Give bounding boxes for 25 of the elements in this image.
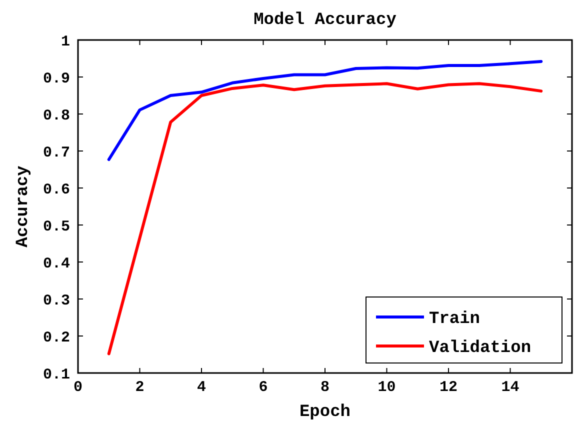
x-axis-title: Epoch <box>299 403 351 421</box>
y-tick-label: 1 <box>60 33 70 50</box>
y-tick-label: 0.8 <box>42 107 70 124</box>
y-tick-label: 0.1 <box>42 366 70 384</box>
y-tick-label: 0.9 <box>42 70 70 88</box>
x-tick-label: 10 <box>378 379 396 396</box>
legend-label: Validation <box>429 338 532 358</box>
y-axis-title: Accuracy <box>14 166 33 248</box>
line-series <box>107 82 543 356</box>
x-tick-label: 12 <box>439 379 458 396</box>
y-tick-label: 0.7 <box>42 144 70 162</box>
x-tick-label: 14 <box>501 379 520 396</box>
x-tick-label: 4 <box>196 379 206 396</box>
y-tick-label: 0.5 <box>42 218 70 236</box>
legend-label: Train <box>429 310 480 329</box>
x-tick-label: 6 <box>258 379 268 396</box>
x-tick-label: 8 <box>320 379 330 396</box>
line-series <box>107 60 543 162</box>
chart-title: Model Accuracy <box>254 11 396 30</box>
y-tick-label: 0.4 <box>42 255 70 272</box>
x-tick-label: 0 <box>73 379 83 396</box>
y-tick-label: 0.3 <box>42 292 70 310</box>
y-tick-label: 0.6 <box>42 181 70 198</box>
y-tick-label: 0.2 <box>42 329 70 346</box>
x-tick-label: 2 <box>135 379 144 396</box>
